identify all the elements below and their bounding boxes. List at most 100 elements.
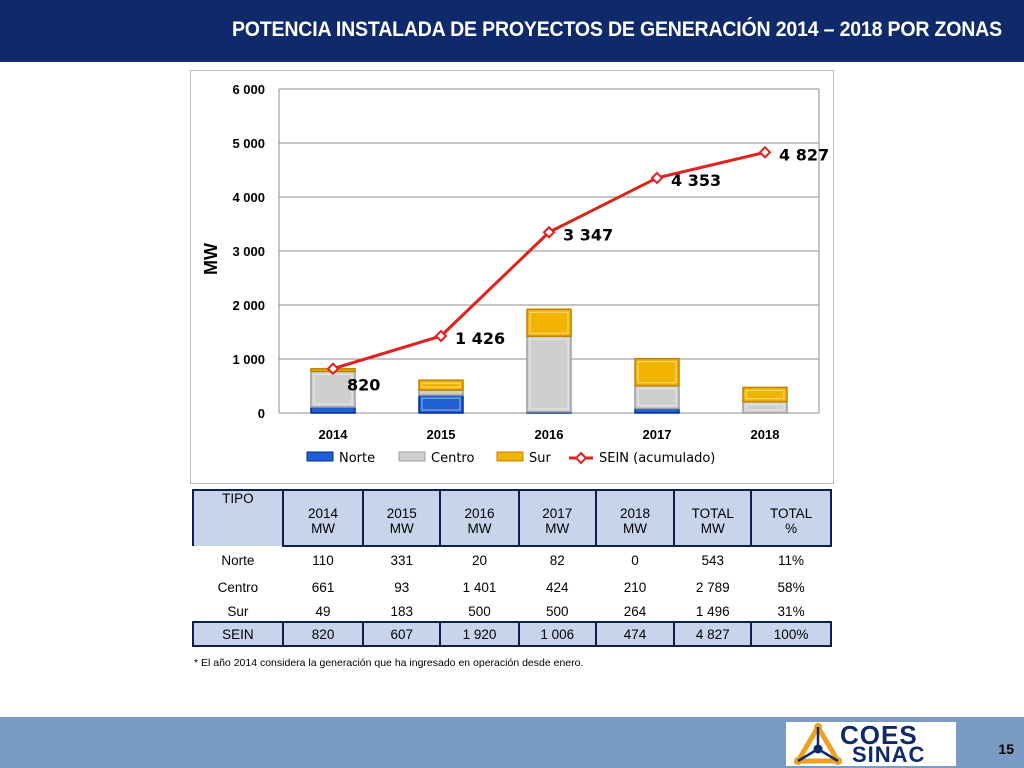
bar-bevel bbox=[637, 388, 677, 407]
header-unit: % bbox=[750, 521, 832, 547]
table-header-row-bottom: MW MW MW MW MW MW % bbox=[193, 521, 832, 547]
y-tick-label: 4 000 bbox=[232, 190, 265, 205]
legend-marker bbox=[574, 451, 588, 465]
sein-point bbox=[434, 329, 448, 343]
row-label: Norte bbox=[221, 552, 255, 568]
bar-bevel bbox=[745, 404, 785, 411]
table-cell: 1 401 bbox=[462, 580, 497, 595]
y-tick-label: 6 000 bbox=[232, 82, 265, 97]
table-cell: 11% bbox=[778, 553, 805, 568]
bar-bevel bbox=[637, 361, 677, 384]
legend-label: Norte bbox=[339, 451, 375, 466]
sein-point bbox=[758, 145, 772, 159]
table-row: Centro 661 93 1 401 424 210 2 789 58% bbox=[193, 574, 831, 601]
row-label: SEIN bbox=[192, 621, 284, 647]
table-cell: 0 bbox=[631, 553, 639, 568]
table-cell: 110 bbox=[312, 553, 334, 568]
bar-bevel bbox=[529, 338, 569, 410]
table-cell: 500 bbox=[468, 603, 491, 619]
header-unit: MW bbox=[673, 521, 753, 547]
table-cell: 100% bbox=[750, 621, 832, 647]
table-cell: 20 bbox=[472, 553, 488, 568]
header-unit: MW bbox=[439, 521, 520, 547]
legend-swatch-sur bbox=[496, 451, 524, 462]
table-row: Sur 49 183 500 500 264 1 496 31% bbox=[193, 601, 831, 622]
bar-segment-centro bbox=[418, 389, 464, 396]
header-year: 2014 bbox=[281, 489, 365, 521]
sein-data-label: 1 426 bbox=[455, 329, 505, 348]
bar-bevel bbox=[421, 382, 461, 388]
stacked-bar-line-chart: 0 1 000 2 000 3 000 4 000 5 000 6 000 MW 2014 201… bbox=[201, 82, 829, 466]
legend-label: Centro bbox=[431, 451, 474, 466]
row-label: Centro bbox=[217, 580, 259, 595]
sein-data-label: 3 347 bbox=[563, 225, 613, 244]
footnote: * El año 2014 considera la generación qu… bbox=[194, 657, 584, 669]
y-tick-label: 3 000 bbox=[232, 244, 265, 259]
bar-segment-centro bbox=[742, 400, 788, 414]
table-cell: 1 006 bbox=[517, 621, 597, 647]
sein-data-label: 4 827 bbox=[779, 145, 829, 164]
table-total-row: SEIN 820 607 1 920 1 006 474 4 827 100% bbox=[192, 621, 832, 647]
bar-bevel bbox=[421, 397, 461, 411]
coes-sinac-logo: COES SINAC bbox=[786, 720, 956, 767]
logo-text-coes: COES bbox=[840, 720, 918, 750]
header-year: 2017 bbox=[517, 489, 597, 521]
legend-swatch-centro bbox=[398, 451, 426, 462]
row-label: Sur bbox=[227, 603, 249, 619]
table-row: Norte 110 331 20 82 0 543 11% bbox=[193, 546, 831, 574]
legend-swatch-norte bbox=[306, 451, 334, 462]
table-cell: 2 789 bbox=[695, 580, 730, 595]
table-cell: 183 bbox=[390, 603, 414, 619]
header-total: TOTAL bbox=[673, 489, 753, 521]
header-tipo: TIPO bbox=[192, 489, 284, 546]
y-tick-label: 1 000 bbox=[232, 352, 265, 367]
legend-label: Sur bbox=[529, 451, 551, 466]
table-cell: 424 bbox=[545, 580, 569, 595]
page-title: POTENCIA INSTALADA DE PROYECTOS DE GENER… bbox=[232, 18, 1002, 41]
header-unit: MW bbox=[362, 521, 442, 547]
y-axis-label: MW bbox=[201, 243, 221, 275]
x-tick-label: 2014 bbox=[319, 427, 349, 442]
table-cell: 500 bbox=[545, 603, 569, 619]
table-cell: 82 bbox=[549, 553, 565, 568]
bar-segment-sur bbox=[418, 379, 464, 391]
legend-label: SEIN (acumulado) bbox=[599, 451, 715, 466]
header-unit: MW bbox=[594, 521, 676, 547]
table-header-row-top: TIPO 2014 2015 2016 2017 2018 TOTAL TOTA… bbox=[192, 489, 832, 546]
bar-segment-sur bbox=[634, 357, 680, 387]
y-tick-label: 2 000 bbox=[232, 298, 265, 313]
sein-data-label: 820 bbox=[347, 376, 380, 395]
chart-container: 0 1 000 2 000 3 000 4 000 5 000 6 000 MW 2014 201… bbox=[190, 70, 834, 484]
logo-text-sinac: SINAC bbox=[852, 742, 926, 767]
bar-segment-sur bbox=[742, 386, 788, 403]
table-cell: 661 bbox=[311, 580, 335, 595]
table-cell: 1 920 bbox=[439, 621, 520, 647]
x-tick-label: 2015 bbox=[427, 427, 456, 442]
table-cell: 543 bbox=[701, 553, 724, 568]
table-cell: 49 bbox=[315, 603, 331, 619]
sein-data-label: 4 353 bbox=[671, 171, 721, 190]
table-cell: 58% bbox=[777, 580, 805, 595]
table-cell: 820 bbox=[281, 621, 365, 647]
bar-segment-norte bbox=[310, 406, 356, 414]
sein-point bbox=[542, 225, 556, 239]
header-year: 2018 bbox=[594, 489, 676, 521]
data-table: TIPO 2014 2015 2016 2017 2018 TOTAL TOTA… bbox=[192, 489, 832, 647]
table-cell: 4 827 bbox=[673, 621, 753, 647]
bar-bevel bbox=[745, 389, 785, 400]
table-cell: 31% bbox=[777, 603, 805, 619]
page-number: 15 bbox=[998, 741, 1014, 757]
sein-point bbox=[650, 171, 664, 185]
table-cell: 210 bbox=[623, 580, 647, 595]
table-cell: 607 bbox=[362, 621, 442, 647]
x-tick-label: 2017 bbox=[643, 427, 672, 442]
sein-point bbox=[326, 362, 340, 376]
y-tick-label: 0 bbox=[258, 406, 265, 421]
header-unit: MW bbox=[517, 521, 597, 547]
title-bar: POTENCIA INSTALADA DE PROYECTOS DE GENER… bbox=[0, 0, 1024, 62]
y-tick-label: 5 000 bbox=[232, 136, 265, 151]
table-cell: 264 bbox=[623, 603, 647, 619]
table-cell: 331 bbox=[390, 553, 414, 568]
header-total: TOTAL bbox=[750, 489, 832, 521]
triangle-logo-icon bbox=[793, 722, 843, 765]
